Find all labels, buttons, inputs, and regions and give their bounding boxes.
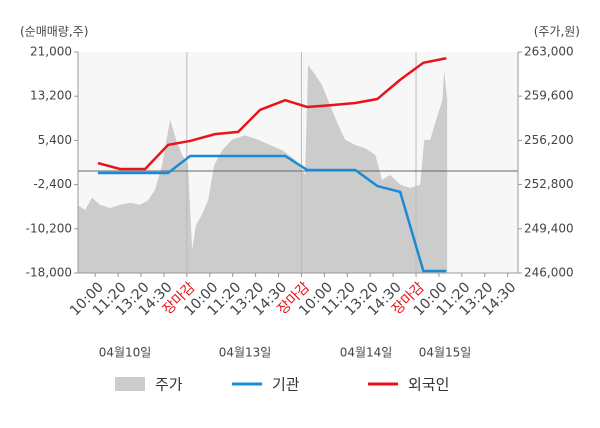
- y2-tick-label: 246,000: [524, 266, 574, 280]
- y-tick-label: -2,400: [33, 177, 72, 191]
- y-axis-label: (순매매량,주): [20, 25, 88, 39]
- y-tick-label: 5,400: [38, 133, 72, 147]
- y-tick-label: -10,200: [26, 221, 72, 235]
- series-line: [97, 57, 447, 171]
- y-tick-label: 21,000: [30, 45, 72, 59]
- legend-label: 주가: [155, 376, 183, 394]
- y2-tick-label: 259,600: [524, 89, 574, 103]
- legend-label: 기관: [272, 376, 300, 394]
- y2-axis-label: (주가,원): [534, 25, 580, 39]
- date-label: 04월14일: [340, 346, 393, 360]
- y2-tick-label: 249,400: [524, 221, 574, 235]
- y-tick-label: 13,200: [30, 89, 72, 103]
- y2-tick-label: 252,800: [524, 177, 574, 191]
- legend-label: 외국인: [408, 376, 449, 394]
- y2-tick-label: 263,000: [524, 45, 574, 59]
- date-label: 04월10일: [99, 346, 152, 360]
- y2-tick-label: 256,200: [524, 133, 574, 147]
- date-label: 04월13일: [219, 346, 272, 360]
- y-tick-label: -18,000: [26, 266, 72, 280]
- series-line: [97, 154, 447, 273]
- legend: 주가 기관 외국인: [115, 376, 449, 394]
- legend-swatch: [115, 377, 145, 391]
- price-area: [78, 65, 448, 273]
- date-label: 04월15일: [419, 346, 472, 360]
